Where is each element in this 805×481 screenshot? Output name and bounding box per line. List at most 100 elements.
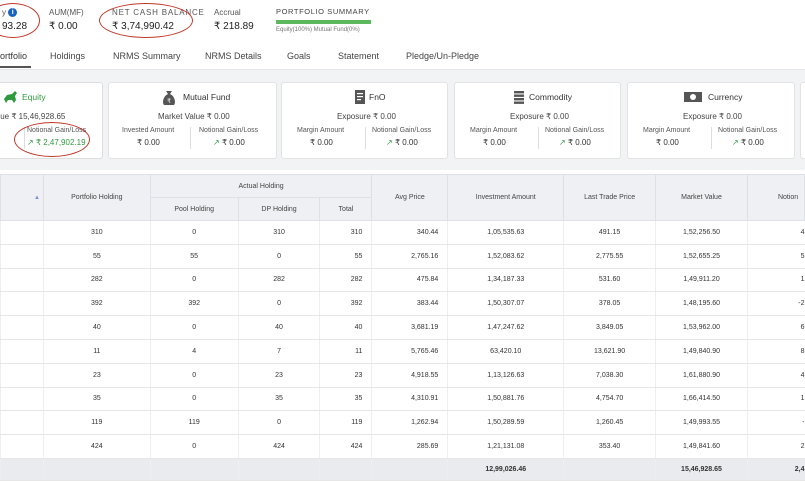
mf-invested-label: Invested Amount (122, 127, 175, 134)
table-row[interactable]: 424 0 424 424 285.69 1,21,131.08 353.40 1,49,84… (0, 434, 805, 459)
header-market-value[interactable]: Market Value (655, 174, 748, 221)
header-last-trade-price[interactable]: Last Trade Price (563, 174, 657, 221)
aum-stat: AUM(MF) ₹ 0.00 (49, 8, 84, 32)
cell-pool-holding: 0 (149, 434, 239, 459)
table-row[interactable]: 392 392 0 392 383.44 1,50,307.07 378.05 1,48,19… (0, 291, 805, 317)
cell-portfolio-holding: 11 (42, 339, 151, 364)
header-portfolio-holding[interactable]: Portfolio Holding (42, 174, 151, 221)
cell-last-trade-price: 2,775.55 (563, 244, 656, 269)
cell-total: 424 (319, 434, 372, 459)
cell-notional: 2 (746, 434, 805, 459)
table-row[interactable]: 23 0 23 23 4,918.55 1,13,126.63 7,038.30 1,61,8… (0, 363, 805, 388)
card-divider (538, 127, 539, 149)
cell-portfolio-holding: 119 (42, 410, 151, 436)
header-pool-holding[interactable]: Pool Holding (149, 197, 239, 221)
row-lead-cell (0, 268, 44, 293)
sort-column-header[interactable]: ▲ (0, 174, 44, 221)
cell-portfolio-holding: 310 (42, 220, 151, 245)
table-row[interactable]: 310 0 310 310 340.44 1,05,535.63 491.15 1,52,25… (0, 220, 805, 245)
cell-total: 310 (319, 220, 372, 245)
cell-market-value: 1,52,655.25 (655, 244, 748, 269)
mf-gain-amount: ₹ 0.00 (221, 138, 245, 147)
cell-dp-holding: 0 (237, 291, 320, 317)
top-stats-bar: y i 93.28 AUM(MF) ₹ 0.00 NET CASH BALANC… (0, 0, 805, 42)
sort-up-icon[interactable]: ▲ (33, 195, 40, 201)
header-investment-amount[interactable]: Investment Amount (447, 174, 565, 221)
cell-total: 392 (319, 291, 372, 317)
cell-pool-holding: 0 (149, 315, 239, 340)
cell-market-value: 1,49,840.90 (655, 339, 748, 364)
row-lead-cell (0, 363, 44, 388)
fno-margin-value: ₹ 0.00 (310, 138, 333, 147)
commodity-gain-amount: ₹ 0.00 (567, 138, 591, 147)
header-avg-price[interactable]: Avg Price (371, 174, 449, 221)
cell-notional: - (746, 410, 805, 436)
tab-pledge-unpledge[interactable]: Pledge/Un-Pledge (406, 51, 480, 61)
tab-holdings[interactable]: Holdings (50, 51, 86, 61)
coin-stack-icon (514, 91, 524, 104)
annotation-circle (0, 3, 40, 38)
table-row[interactable]: 55 55 0 55 2,765.16 1,52,083.62 2,775.55 1,52,6… (0, 244, 805, 269)
table-row[interactable]: 40 0 40 40 3,681.19 1,47,247.62 3,849.05 1,53,9… (0, 315, 805, 340)
cell-pool-holding: 392 (149, 291, 239, 317)
tab-portfolio[interactable]: ortfolio (0, 51, 32, 68)
cell-last-trade-price: 531.60 (563, 268, 656, 293)
currency-margin-value: ₹ 0.00 (656, 138, 679, 147)
cell-notional: 6 (746, 315, 805, 340)
accrual-label: Accrual (214, 8, 241, 17)
cell-pool-holding: 0 (149, 220, 239, 245)
cell-avg-price: 5,765.46 (371, 339, 448, 364)
banknote-icon (684, 92, 702, 102)
cell-dp-holding: 310 (237, 220, 320, 245)
header-dp-holding[interactable]: DP Holding (237, 197, 321, 221)
tab-nrms-summary[interactable]: NRMS Summary (113, 51, 181, 61)
tab-goals[interactable]: Goals (287, 51, 311, 61)
cell-notional: -2 (746, 291, 805, 317)
cell-pool-holding: 0 (149, 387, 239, 412)
total-cell-empty (563, 458, 656, 481)
cell-portfolio-holding: 23 (42, 363, 151, 388)
trend-up-icon: ↗ (559, 138, 566, 147)
header-notional[interactable]: Notion (746, 174, 805, 221)
cell-portfolio-holding: 424 (42, 434, 151, 459)
cell-portfolio-holding: 40 (42, 315, 151, 340)
table-row[interactable]: 119 119 0 119 1,262.94 1,50,289.59 1,260.45 1,4… (0, 410, 805, 436)
table-row[interactable]: 35 0 35 35 4,310.91 1,50,881.76 4,754.70 1,66,4… (0, 387, 805, 412)
cell-avg-price: 4,310.91 (371, 387, 448, 412)
tab-nrms-details[interactable]: NRMS Details (205, 51, 262, 61)
cell-market-value: 1,49,911.20 (655, 268, 748, 293)
commodity-exposure: Exposure ₹ 0.00 (510, 112, 569, 121)
table-row[interactable]: 282 0 282 282 475.84 1,34,187.33 531.60 1,49,91… (0, 268, 805, 293)
cell-investment-amount: 1,21,131.08 (447, 434, 564, 459)
total-investment-amount: 12,99,026.46 (447, 458, 564, 481)
table-row[interactable]: 11 4 7 11 5,765.46 63,420.10 13,621.90 1,49,840… (0, 339, 805, 364)
cell-avg-price: 3,681.19 (371, 315, 448, 340)
tab-statement[interactable]: Statement (338, 51, 380, 61)
commodity-card-title: Commodity (529, 92, 572, 102)
fno-card[interactable]: FnO Exposure ₹ 0.00 Margin Amount ₹ 0.00… (281, 82, 448, 159)
trend-up-icon: ↗ (732, 138, 739, 147)
row-lead-cell (0, 339, 44, 364)
cell-total: 119 (319, 410, 372, 436)
mf-gain-label: Notional Gain/Loss (199, 127, 259, 134)
mutual-fund-card[interactable]: ₹ Mutual Fund Market Value ₹ 0.00 Invest… (108, 82, 277, 159)
cell-avg-price: 285.69 (371, 434, 448, 459)
holdings-rows: 310 0 310 310 340.44 1,05,535.63 491.15 1,52,25… (0, 220, 805, 459)
svg-text:₹: ₹ (167, 98, 171, 105)
aum-label: AUM(MF) (49, 8, 84, 17)
money-bag-icon: ₹ (163, 91, 175, 105)
currency-card[interactable]: Currency Exposure ₹ 0.00 Margin Amount ₹… (627, 82, 795, 159)
header-total[interactable]: Total (319, 197, 373, 221)
trend-up-icon: ↗ (386, 138, 393, 147)
document-icon (355, 90, 365, 104)
row-lead-cell (0, 434, 44, 459)
cell-notional: 4 (746, 220, 805, 245)
currency-card-title: Currency (708, 92, 743, 102)
card-divider (711, 127, 712, 149)
trend-up-icon: ↗ (213, 138, 220, 147)
header-actual-holding: Actual Holding (149, 174, 373, 198)
cell-notional: 8 (746, 339, 805, 364)
cell-dp-holding: 0 (237, 244, 320, 269)
commodity-card[interactable]: Commodity Exposure ₹ 0.00 Margin Amount … (454, 82, 621, 159)
holdings-table: ▲ Portfolio Holding Actual Holding Avg P… (0, 174, 805, 481)
